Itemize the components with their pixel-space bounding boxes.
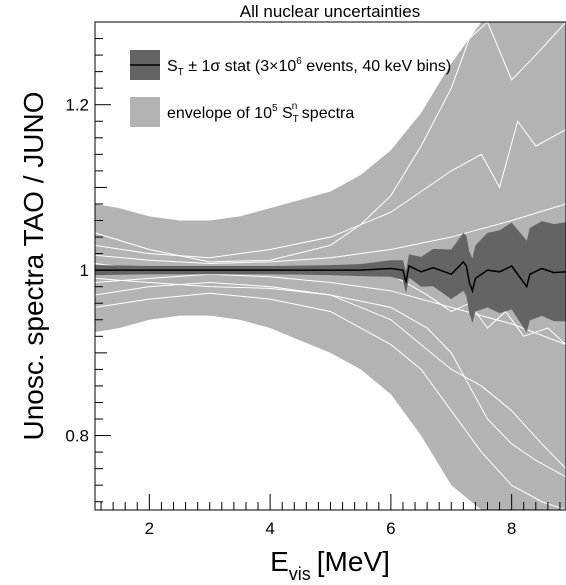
legend-swatch-envelope	[130, 97, 160, 127]
sample-spectrum-line	[95, 277, 566, 478]
stat-uncertainty-band	[95, 221, 566, 333]
y-axis-ticks: 0.8 1 1.2	[65, 21, 111, 503]
x-tick-label: 2	[145, 519, 154, 538]
sample-spectrum-line	[95, 120, 566, 259]
sample-spectrum-line	[95, 282, 566, 469]
y-tick-label: 1	[80, 261, 89, 280]
legend-label-stat: ST ± 1σ stat (3×106 events, 40 keV bins)	[167, 56, 451, 78]
legend-label-envelope: envelope of 105 STn spectra	[167, 101, 354, 125]
x-tick-label: 4	[265, 519, 274, 538]
x-tick-label: 6	[386, 519, 395, 538]
legend: ST ± 1σ stat (3×106 events, 40 keV bins)…	[130, 50, 451, 127]
central-spectrum-line	[95, 260, 566, 294]
sample-spectrum-line	[95, 273, 566, 346]
sample-spectrum-line	[95, 203, 566, 265]
sample-spectra-lines	[95, 22, 566, 510]
y-axis-label: Unosc. spectra TAO / JUNO	[18, 91, 49, 440]
x-axis-ticks: 2 4 6 8	[100, 494, 561, 538]
sample-spectrum-line	[95, 22, 566, 263]
x-axis-label: Evis [MeV]	[270, 546, 390, 584]
x-tick-label: 8	[507, 519, 516, 538]
sample-spectrum-line	[95, 292, 566, 510]
y-tick-label: 0.8	[65, 427, 89, 446]
chart-title: All nuclear uncertainties	[240, 2, 420, 21]
y-tick-label: 1.2	[65, 96, 89, 115]
